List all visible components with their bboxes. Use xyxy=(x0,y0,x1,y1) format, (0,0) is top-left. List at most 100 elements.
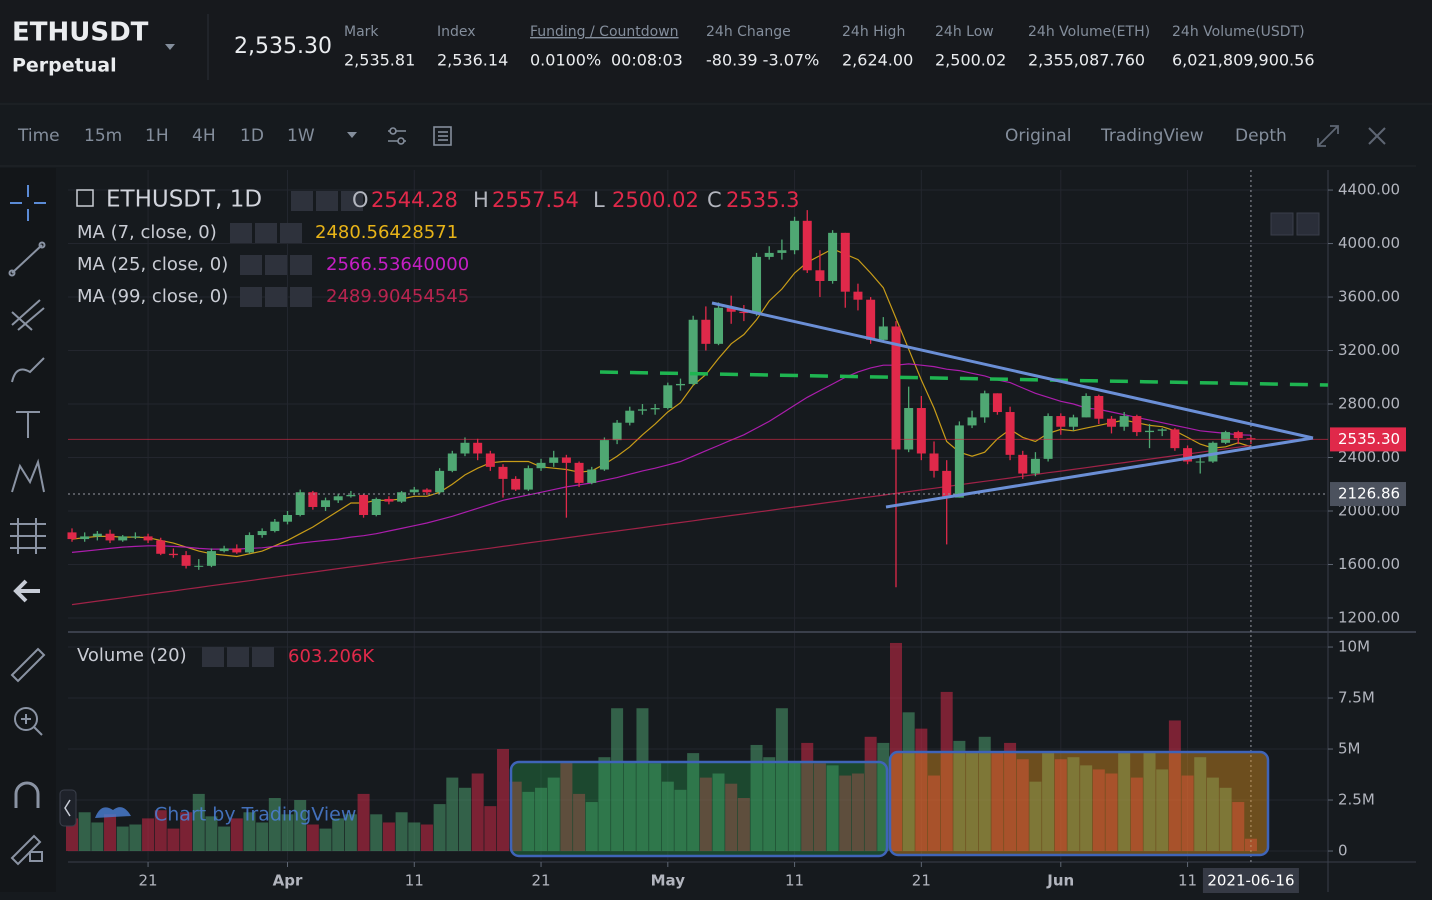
resistance-line[interactable] xyxy=(599,370,1329,387)
x-tick-label: Apr xyxy=(273,872,303,890)
measure-tool[interactable] xyxy=(10,518,46,554)
close-icon[interactable] xyxy=(1368,127,1386,145)
scroll-button[interactable] xyxy=(1270,212,1294,236)
candle-body xyxy=(1018,454,1028,474)
volume-bar xyxy=(1130,777,1143,852)
settings-icon[interactable] xyxy=(388,127,406,145)
candle-body xyxy=(1132,416,1142,433)
volume-bar xyxy=(978,736,991,852)
candle-body xyxy=(764,252,774,257)
ohlc-key: O xyxy=(352,188,369,212)
y-tick-label: 2400.00 xyxy=(1338,448,1400,466)
volume-bar xyxy=(851,773,864,852)
candle-body xyxy=(409,489,419,493)
moving-average-line xyxy=(71,363,1251,553)
interval-button[interactable]: 1W xyxy=(287,126,315,146)
candle-body xyxy=(599,440,609,470)
fib-tool[interactable] xyxy=(11,299,45,331)
interval-button[interactable]: Time xyxy=(17,126,60,146)
legend-button[interactable] xyxy=(240,255,262,275)
candle-body xyxy=(67,532,77,540)
volume-bar xyxy=(357,793,370,852)
legend-button[interactable] xyxy=(255,223,277,243)
candle-body xyxy=(777,250,787,253)
volume-bar xyxy=(1029,781,1042,852)
legend-button[interactable] xyxy=(316,191,338,211)
triangle-lower-line[interactable] xyxy=(885,436,1314,509)
legend-button[interactable] xyxy=(202,647,224,667)
volume-bar xyxy=(826,765,839,852)
symbol[interactable]: ETHUSDT xyxy=(12,18,149,48)
candle-body xyxy=(206,551,216,566)
lock-tool[interactable] xyxy=(10,834,43,866)
text-tool[interactable] xyxy=(16,411,40,438)
candle-body xyxy=(80,536,90,540)
volume-legend-value: 603.206K xyxy=(288,646,375,667)
magnet-tool[interactable] xyxy=(14,781,40,808)
candle-body xyxy=(1068,417,1078,427)
legend-button[interactable] xyxy=(265,287,287,307)
view-tab[interactable]: TradingView xyxy=(1100,126,1204,146)
y-tick-label: 3200.00 xyxy=(1338,341,1400,359)
interval-button[interactable]: 1D xyxy=(240,126,264,146)
view-tab[interactable]: Original xyxy=(1005,126,1072,146)
expand-icon[interactable] xyxy=(1317,125,1339,147)
interval-button[interactable]: 4H xyxy=(192,126,216,146)
legend-button[interactable] xyxy=(291,191,313,211)
brush-tool[interactable] xyxy=(11,357,45,383)
legend-button[interactable] xyxy=(240,287,262,307)
y-tick-label: 1200.00 xyxy=(1338,608,1400,626)
ohlc-value: 2557.54 xyxy=(492,188,579,212)
legend-button[interactable] xyxy=(252,647,274,667)
back-tool[interactable] xyxy=(13,579,40,603)
candle-body xyxy=(929,453,939,471)
legend-button[interactable] xyxy=(265,255,287,275)
volume-bar xyxy=(750,744,763,852)
collapse-button[interactable] xyxy=(59,789,77,827)
interval-button[interactable]: 15m xyxy=(84,126,122,146)
zoom-tool[interactable] xyxy=(14,707,43,736)
symbol-dropdown[interactable] xyxy=(165,44,175,50)
pattern-tool[interactable] xyxy=(11,458,45,493)
candle-body xyxy=(523,468,533,490)
legend-button[interactable] xyxy=(341,191,363,211)
ma-legend-name: MA (25, close, 0) xyxy=(77,254,228,275)
moving-average-line xyxy=(71,444,1251,606)
volume-bar xyxy=(522,791,535,852)
interval-button[interactable]: 1H xyxy=(145,126,169,146)
volume-bar xyxy=(991,753,1004,852)
volume-bar xyxy=(940,691,953,852)
candle-body xyxy=(1005,412,1015,455)
collapse-legend[interactable] xyxy=(76,189,94,207)
volume-box[interactable] xyxy=(509,760,889,858)
stat-label: 24h High xyxy=(842,24,905,40)
candle-body xyxy=(916,408,926,454)
ruler-tool[interactable] xyxy=(10,647,46,683)
volume-box[interactable] xyxy=(888,750,1270,857)
volume-bar xyxy=(953,740,966,852)
volume-bar xyxy=(382,822,395,852)
list-icon[interactable] xyxy=(433,126,452,146)
candle-body xyxy=(384,498,394,502)
legend-button[interactable] xyxy=(290,287,312,307)
stat-value: 2,500.02 xyxy=(935,51,1006,70)
crosshair-tool[interactable] xyxy=(10,185,46,221)
more-intervals[interactable] xyxy=(347,132,357,138)
trend-line-tool[interactable] xyxy=(8,241,46,277)
drawing-tools xyxy=(0,168,56,892)
legend-button[interactable] xyxy=(290,255,312,275)
candle-body xyxy=(105,533,115,541)
legend-button[interactable] xyxy=(230,223,252,243)
legend-button[interactable] xyxy=(280,223,302,243)
volume-bar xyxy=(1194,757,1207,852)
volume-bar xyxy=(167,828,180,852)
volume-bar xyxy=(966,751,979,852)
volume-bar xyxy=(623,761,636,852)
triangle-upper-line[interactable] xyxy=(711,301,1314,440)
x-tick-label: 11 xyxy=(405,872,424,890)
volume-bar xyxy=(1080,765,1093,852)
scroll-button[interactable] xyxy=(1296,212,1320,236)
candle-body xyxy=(954,425,964,498)
legend-button[interactable] xyxy=(227,647,249,667)
view-tab[interactable]: Depth xyxy=(1235,126,1287,146)
